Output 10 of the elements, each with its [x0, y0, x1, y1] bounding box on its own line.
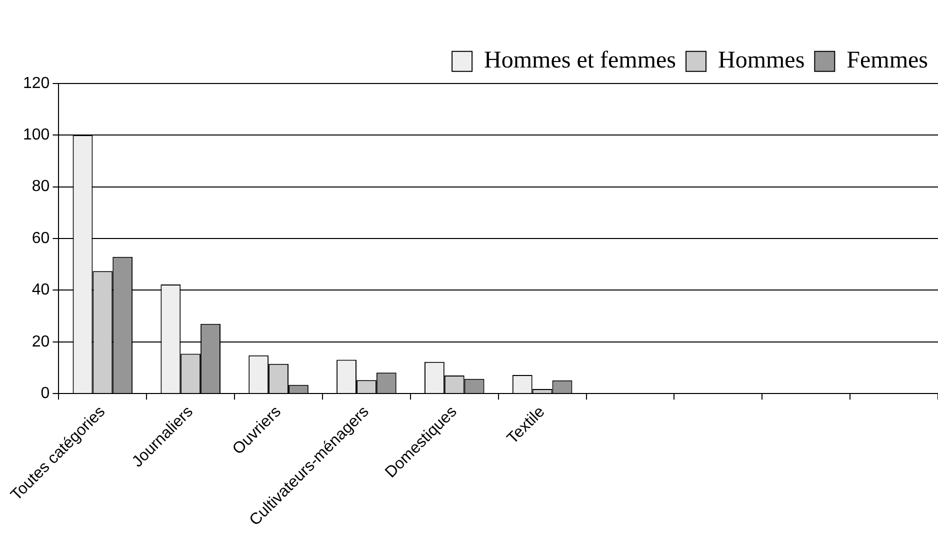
y-tick-label: 60 — [32, 230, 50, 247]
y-tick-label: 120 — [22, 74, 50, 92]
legend-label: Hommes — [718, 48, 805, 74]
legend-label: Hommes et femmes — [484, 48, 676, 74]
y-tick-label: 40 — [32, 282, 50, 299]
y-tick-label: 20 — [32, 333, 50, 350]
y-tick-label: 0 — [40, 385, 50, 402]
y-tick-label: 100 — [22, 126, 50, 144]
legend-label: Femmes — [846, 48, 928, 74]
y-tick-label: 80 — [32, 178, 50, 196]
